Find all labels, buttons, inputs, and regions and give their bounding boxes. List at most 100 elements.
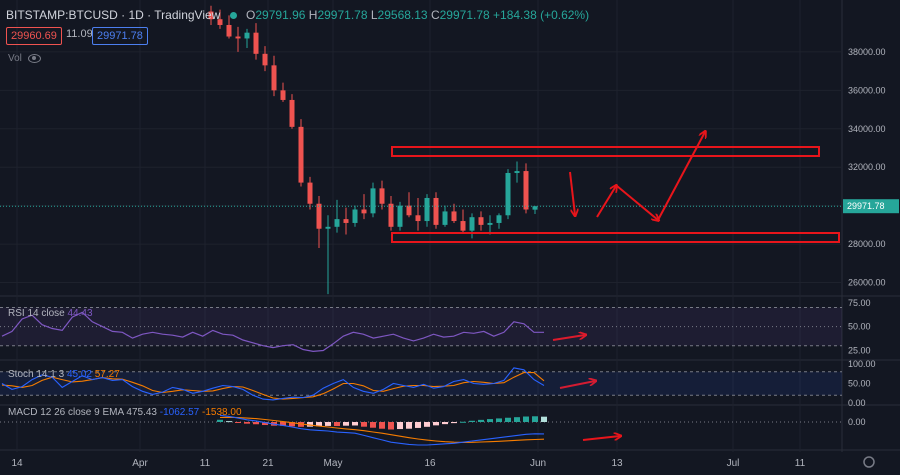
macd-histogram-bar [388,422,394,430]
candle-body [505,172,511,216]
trend-arrow-icon [559,381,595,389]
macd-histogram-bar [541,416,547,422]
price-tick-label: 28000.00 [848,239,886,249]
candle-body [532,206,538,210]
time-tick-label: 16 [424,458,436,469]
macd-tick-label: 0.00 [848,417,866,427]
rsi-value: 44.43 [67,308,93,319]
sell-price-button[interactable]: 29960.69 [6,27,62,45]
macd-histogram-bar [253,422,259,425]
candle-body [478,217,484,225]
candle-body [397,205,403,227]
buy-price-button[interactable]: 29971.78 [92,27,148,45]
candle-body [469,217,475,231]
candle-body [208,11,214,20]
macd-histogram-bar [325,422,331,426]
stoch-legend: Stoch 14 1 3 45.02 57.27 [8,369,120,380]
macd-line-value: -1062.57 [159,407,200,418]
trend-arrow-icon [552,335,585,341]
change-value: +184.38 (+0.62%) [493,8,590,22]
candle-body [271,65,277,91]
candle-body [352,209,358,223]
candle-body [370,188,376,214]
ohlc-values: O29791.96 H29971.78 L29568.13 C29971.78 … [246,8,590,22]
candle-body [217,19,223,25]
macd-histogram-bar [487,419,493,422]
time-tick-label: 13 [611,458,623,469]
resistance-box [391,146,820,157]
candle-body [424,197,430,222]
candle-body [451,211,457,222]
current-price-label: 29971.78 [847,201,885,211]
macd-histogram-bar [442,422,448,425]
macd-histogram-bar [343,422,349,426]
stoch-tick-label: 0.00 [848,398,866,408]
candle-body [514,171,520,173]
macd-histogram-bar [334,422,340,427]
volume-label: Vol [8,53,22,64]
candle-body [298,126,304,183]
macd-line [219,414,545,446]
eye-hidden-icon[interactable] [27,53,41,63]
price-tick-label: 26000.00 [848,278,886,288]
price-tick-label: 38000.00 [848,47,886,57]
macd-histogram-bar [217,419,223,422]
candle-body [415,215,421,222]
macd-signal-line [219,416,545,443]
candle-body [487,222,493,225]
macd-histogram-bar [379,422,385,429]
macd-histogram-bar [433,422,439,426]
rsi-label: RSI 14 close [8,308,65,319]
time-tick-label: Jun [530,458,546,469]
macd-histogram-bar [505,417,511,422]
macd-histogram-bar [496,418,502,422]
trend-arrow-icon [596,186,616,218]
macd-histogram-bar [424,422,430,427]
candle-body [343,219,349,223]
stoch-tick-label: 50.00 [848,379,871,389]
macd-histogram-bar [235,422,241,423]
trend-arrow-icon [569,171,575,215]
macd-histogram-bar [514,417,520,422]
time-tick-label: May [324,458,343,469]
macd-histogram-bar [262,422,268,426]
macd-histogram-bar [406,422,412,429]
candle-body [388,203,394,227]
low-value: 29568.13 [377,8,428,22]
support-box [391,232,840,243]
stoch-k-line [1,367,545,401]
macd-histogram-bar [289,422,295,427]
macd-label: MACD 12 26 close 9 EMA [8,407,124,418]
macd-histogram-bar [460,421,466,423]
candle-body [406,205,412,216]
candle-body [334,219,340,227]
macd-histogram-bar [307,422,313,427]
settings-gear-icon [863,456,875,468]
stoch-k-value: 45.02 [66,369,92,380]
rsi-tick-label: 25.00 [848,345,871,355]
candle-body [460,221,466,231]
candle-body [262,53,268,66]
symbol-label[interactable]: BITSTAMP:BTCUSD [6,8,118,22]
candle-body [235,36,241,39]
time-tick-label: 11 [200,458,211,469]
stoch-label: Stoch 14 1 3 [8,369,65,380]
macd-histogram-bar [352,422,358,426]
time-tick-label: 21 [262,458,274,469]
macd-histogram-bar [280,422,286,426]
macd-histogram-bar [316,422,322,427]
macd-histogram-bar [226,421,232,423]
price-tick-label: 36000.00 [848,85,886,95]
interval-label[interactable]: 1D [128,8,144,22]
candle-body [442,211,448,225]
trend-arrow-icon [582,436,620,441]
candle-body [289,99,295,127]
macd-histogram-bar [532,416,538,422]
source-label: TradingView [154,8,221,22]
macd-signal-value: -1538.00 [202,407,242,418]
candle-body [226,24,232,37]
close-value: 29971.78 [439,8,490,22]
high-value: 29971.78 [317,8,368,22]
time-tick-label: 14 [11,458,23,469]
